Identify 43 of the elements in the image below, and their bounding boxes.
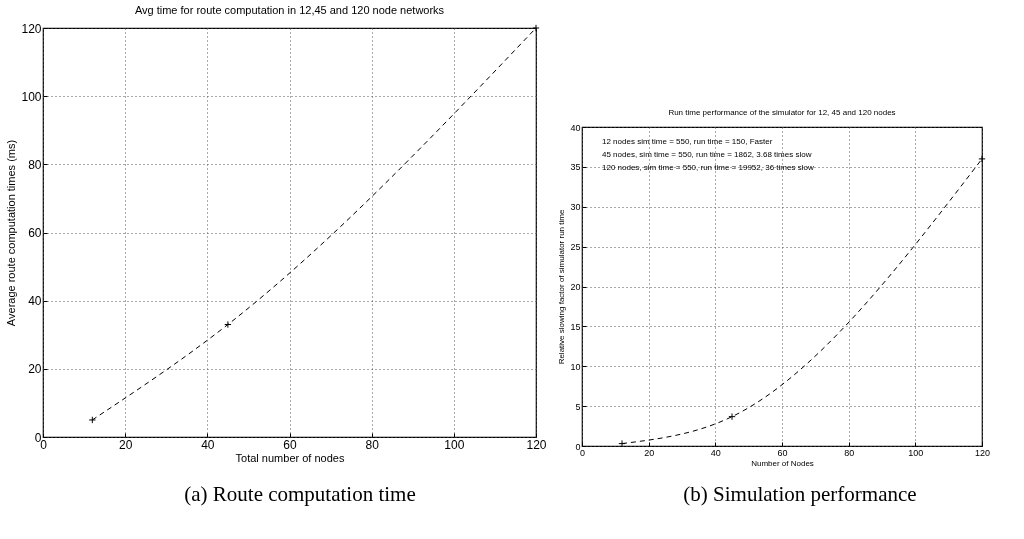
y-tick-label: 15	[570, 321, 581, 332]
annotation: 12 nodes sim time = 550, run time = 150, Faster	[602, 137, 773, 146]
x-tick-label: 80	[365, 437, 380, 452]
y-tick-label: 80	[28, 157, 42, 172]
text: (b) Simulation performance	[682, 482, 918, 507]
y-axis-title: Relative slowing factor of simulator run time	[557, 209, 567, 365]
y-tick-label: 20	[28, 362, 42, 377]
y-tick-label: 100	[21, 89, 42, 104]
x-tick-label: 40	[201, 437, 215, 452]
y-tick-label: 40	[28, 294, 42, 309]
x-tick-label: 40	[710, 447, 721, 458]
point	[978, 155, 986, 163]
y-tick-label: 40	[570, 122, 581, 133]
x-tick-label: 60	[283, 437, 297, 452]
text: (a) Route computation time	[183, 482, 417, 507]
x-tick-label: 60	[777, 447, 788, 458]
point	[618, 439, 626, 448]
y-tick-label: 35	[570, 162, 581, 173]
annotation: 45 nodes, sim time = 550, run time = 1862, 3.68 times slow	[602, 150, 812, 159]
y-tick-label: 20	[570, 282, 581, 292]
chart-title: Run time performance of the simulator for 12, 45 and 120 nodes	[668, 108, 896, 117]
y-axis-title: Average route computation times (ms)	[5, 139, 18, 327]
y-tick-label: 10	[570, 361, 581, 372]
y-tick-label: 25	[570, 242, 581, 253]
x-tick-label: 20	[644, 447, 655, 458]
x-tick-label: 80	[844, 447, 855, 458]
x-tick-label: 100	[908, 447, 924, 458]
y-tick-label: 5	[575, 401, 581, 412]
y-tick-label: 30	[570, 202, 581, 213]
point	[532, 24, 540, 32]
y-tick-label: 120	[21, 21, 42, 36]
x-tick-label: 120	[974, 447, 991, 458]
x-axis-title: Total number of nodes	[235, 451, 345, 464]
point	[224, 320, 232, 329]
x-tick-label: 100	[444, 437, 465, 452]
annotation: 120 nodes, sim time = 550, run time = 19952, 36 times slow	[602, 163, 814, 172]
x-tick-label: 120	[526, 437, 547, 452]
point	[88, 416, 96, 424]
point	[728, 412, 736, 421]
x-axis-title: Number of Nodes	[751, 458, 814, 468]
chart-title: Avg time for route computation in 12,45 and 120 node networks	[134, 4, 445, 16]
x-tick-label: 20	[118, 437, 133, 452]
y-tick-label: 60	[28, 226, 42, 240]
